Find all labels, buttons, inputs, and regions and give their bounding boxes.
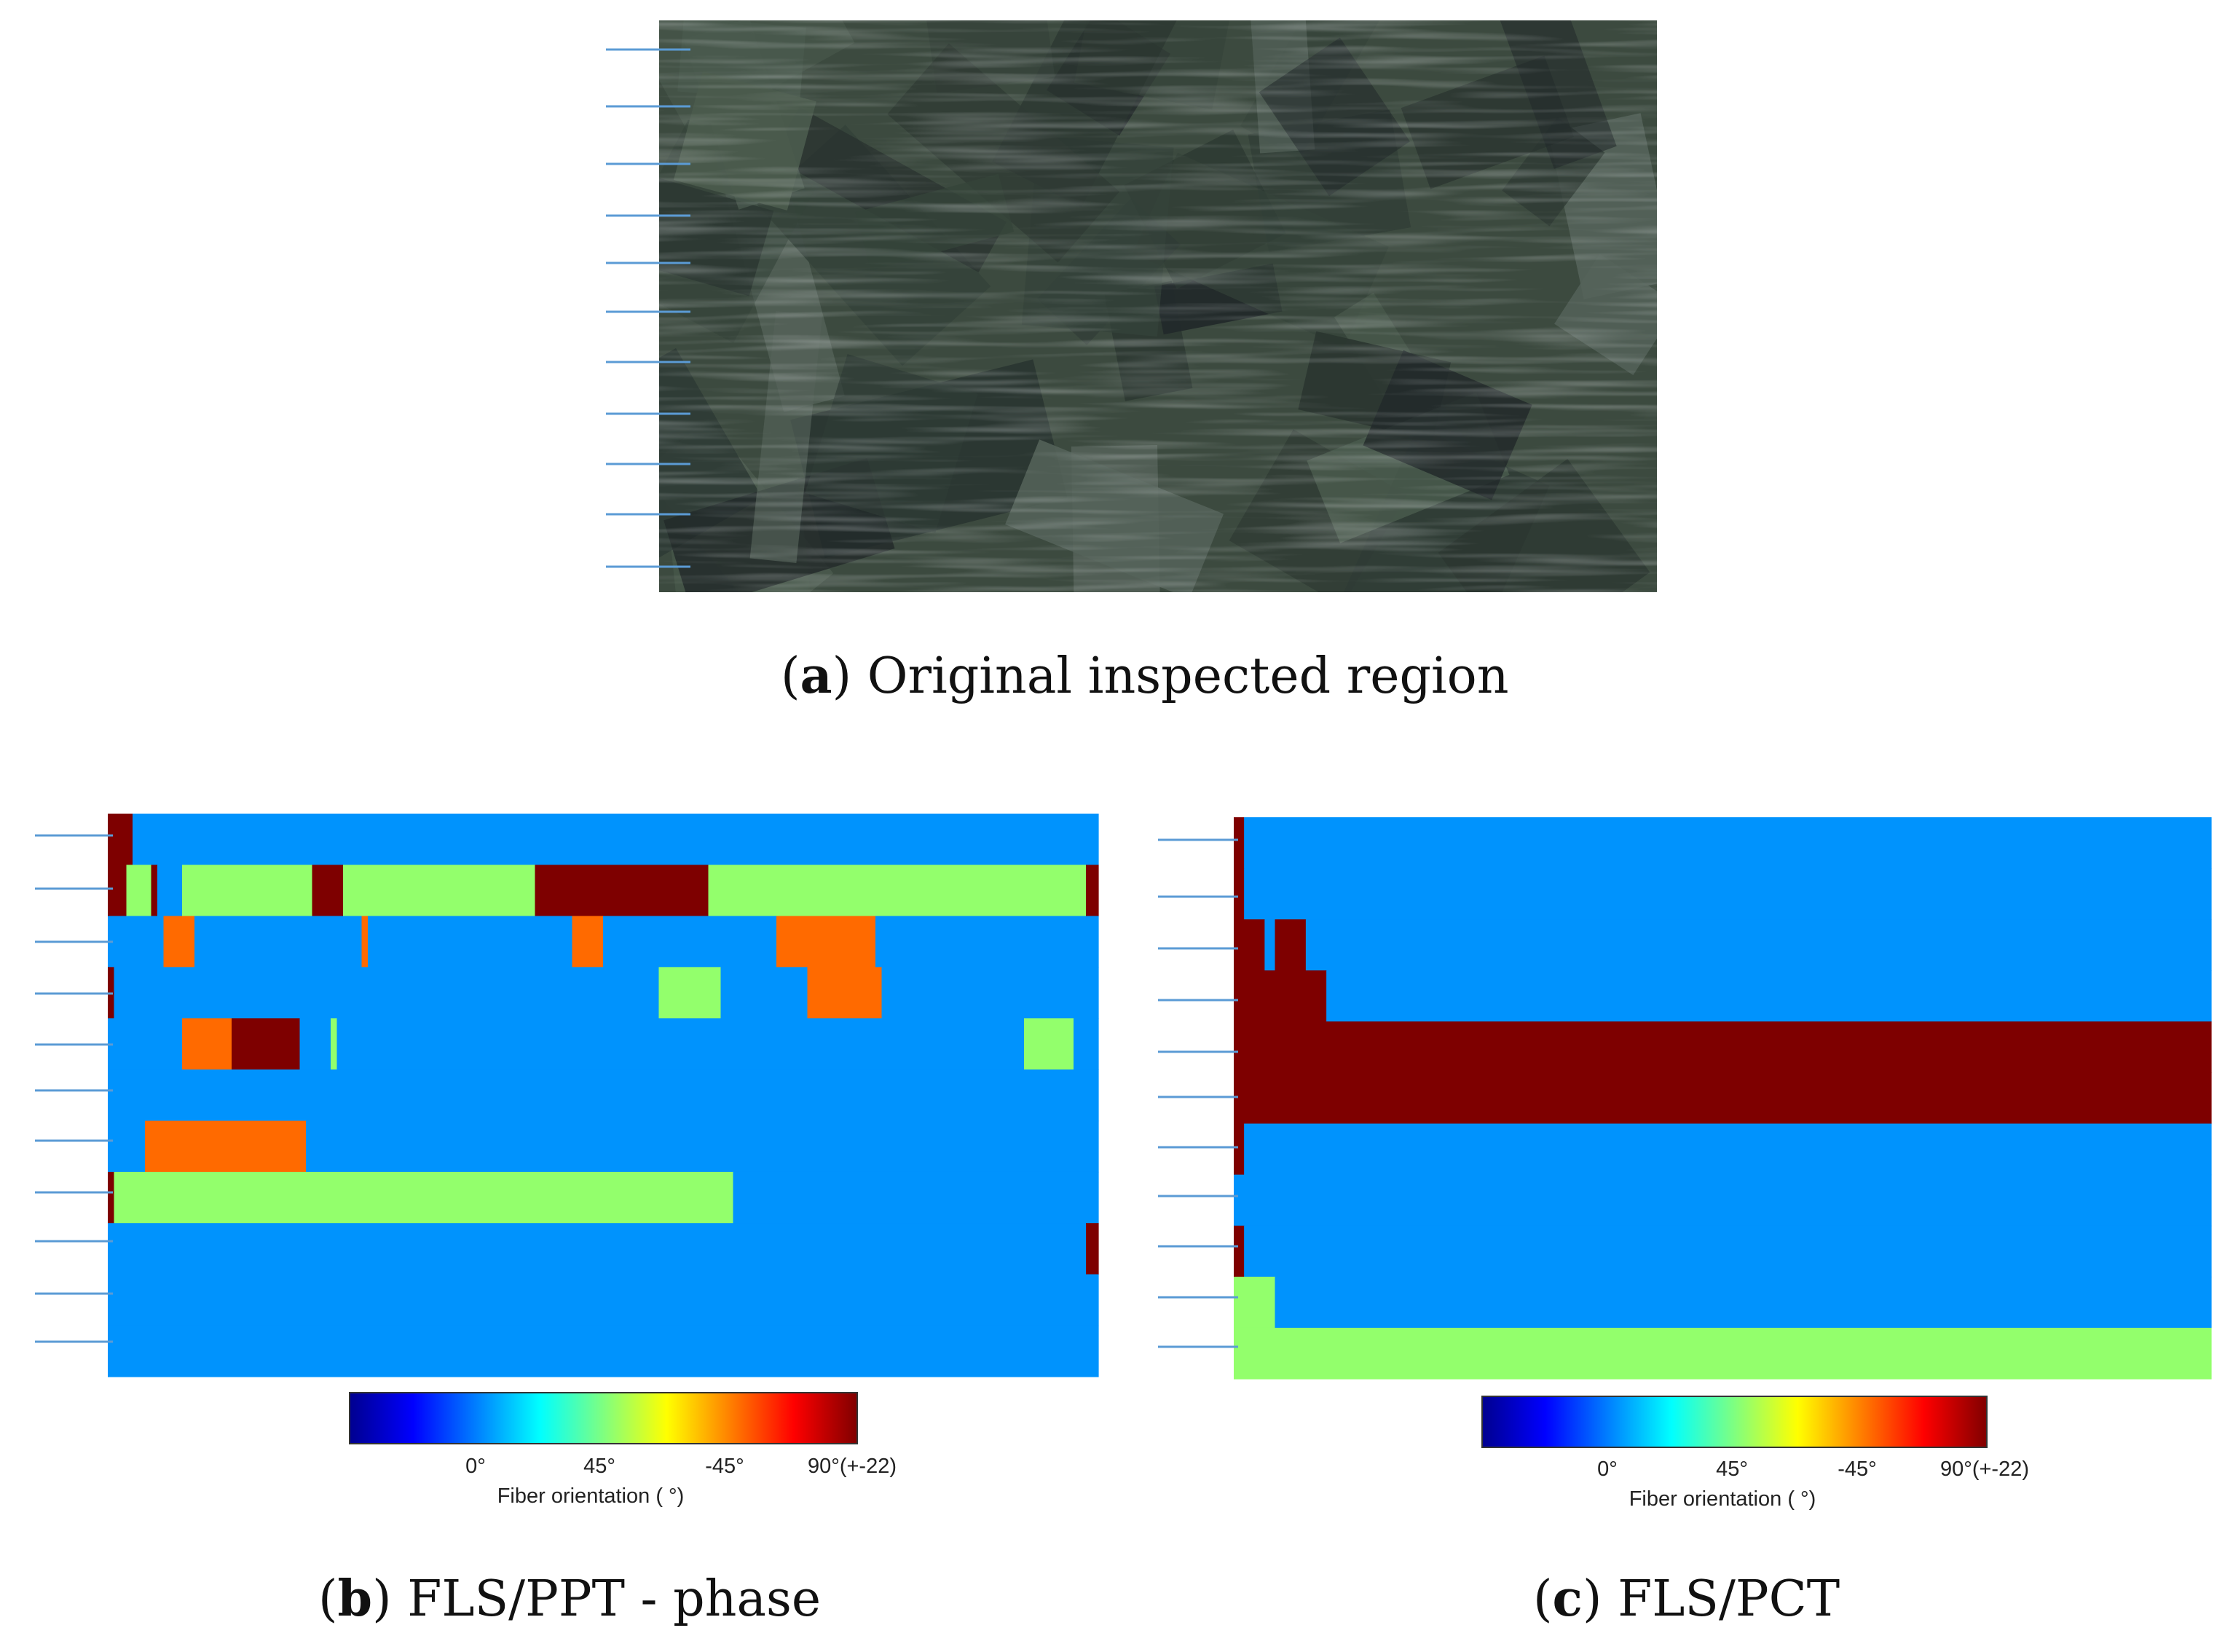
heatmap-b-cell [108, 1069, 1099, 1122]
heatmap-fls-pct [1234, 817, 2212, 1380]
heatmap-b-cell [108, 916, 165, 968]
colorbar-tick-90-c: 90°(+-22) [1940, 1458, 2029, 1481]
heatmap-b-cell [776, 916, 876, 968]
colorbar-b: 0° 45° -45° 90°(+-22) Fiber orientation … [349, 1392, 897, 1508]
heatmap-b-cell [1024, 1018, 1074, 1070]
heatmap-b-cell [151, 865, 158, 917]
heatmap-b-cell [336, 1018, 1025, 1070]
heatmap-b-cell [182, 865, 313, 917]
caption-letter-c: c [1552, 1570, 1583, 1628]
caption-text-c: FLS/PCT [1618, 1570, 1840, 1628]
heatmap-c-cell [1234, 919, 1265, 971]
heatmap-c-cell [1234, 1276, 1276, 1329]
heatmap-c-cell [1264, 919, 1276, 971]
heatmap-b-cell [108, 865, 127, 917]
heatmap-c-cell [1275, 919, 1307, 971]
heatmap-c-cell [1275, 1276, 2212, 1329]
heatmap-c-cell [1234, 970, 1327, 1022]
heatmap-b-cell [733, 1171, 1099, 1224]
heatmap-c-cell [1326, 970, 2212, 1022]
heatmap-b-cell [658, 967, 722, 1019]
heatmap-b-cell [108, 1223, 1087, 1275]
heatmap-c-cell [1234, 1021, 2212, 1074]
heatmap-b-cell [331, 1018, 338, 1070]
heatmap-b-cell [368, 916, 573, 968]
heatmap-b-cell [126, 865, 152, 917]
heatmap-c-cell [1234, 1174, 2212, 1227]
heatmap-b-cell [133, 814, 1099, 865]
heatmap-b-cell [114, 967, 660, 1019]
heatmap-b-cell [163, 916, 195, 968]
heatmap-c-cell [1234, 817, 1245, 869]
heatmap-c-cell [1244, 1225, 2212, 1278]
heatmap-c-cell [1244, 817, 2212, 869]
heatmap-b-cell [157, 865, 183, 917]
heatmap-b-cell [306, 1120, 1099, 1173]
heatmap-b-cell [108, 1018, 183, 1070]
heatmap-c-cell [1234, 1327, 2212, 1380]
heatmap-b-cell [194, 916, 363, 968]
inspected-region-photo [659, 20, 1657, 592]
heatmap-b-cell [232, 1018, 301, 1070]
heatmap-b-cell [807, 967, 883, 1019]
heatmap-c-cell [1234, 1123, 1245, 1176]
heatmap-b-cell [708, 865, 1087, 917]
heatmap-b-cell [881, 967, 1099, 1019]
heatmap-b-cell [299, 1018, 331, 1070]
heatmap-b-cell [108, 814, 133, 865]
heatmap-b-cell [108, 1120, 146, 1173]
heatmap-c-cell [1234, 1225, 1245, 1278]
heatmap-fls-ppt-phase [108, 814, 1099, 1377]
guide-lines-c [1158, 838, 1238, 1348]
heatmap-c-cell [1305, 919, 2212, 971]
heatmap-b-cell [343, 865, 536, 917]
heatmap-c-cell [1234, 868, 1245, 920]
heatmap-b-cell [108, 1171, 115, 1224]
colorbar-gradient-c [1481, 1396, 1988, 1448]
heatmap-c-cell [1244, 1123, 2212, 1176]
heatmap-b-cell [1086, 865, 1099, 917]
colorbar-tick-45-b: 45° [583, 1455, 615, 1478]
caption-letter-b: b [337, 1570, 373, 1628]
heatmap-b-cell [875, 916, 1099, 968]
heatmap-c-cell [1244, 868, 2212, 920]
caption-b: (b) FLS/PPT - phase [318, 1570, 822, 1628]
colorbar-label-c: Fiber orientation ( °) [1629, 1487, 1816, 1511]
caption-c: (c) FLS/PCT [1533, 1570, 1840, 1628]
heatmap-b-cell [603, 916, 777, 968]
heatmap-b-cell [114, 1171, 734, 1224]
heatmap-b-cell [108, 1274, 1099, 1326]
heatmap-b-cell [182, 1018, 232, 1070]
caption-letter-a: a [800, 647, 832, 705]
heatmap-b-cell [572, 916, 604, 968]
heatmap-b-cell [535, 865, 709, 917]
colorbar-tick-0-b: 0° [465, 1455, 486, 1478]
heatmap-b-cell [1086, 1223, 1099, 1275]
caption-text-b: FLS/PPT - phase [407, 1570, 822, 1628]
heatmap-b-cell [312, 865, 344, 917]
caption-a: (a) Original inspected region [781, 647, 1509, 705]
guide-lines-b [35, 834, 113, 1343]
heatmap-b-cell [720, 967, 808, 1019]
heatmap-b-cell [108, 1325, 1099, 1377]
heatmap-b-cell [361, 916, 369, 968]
colorbar-tick-neg45-b: -45° [705, 1455, 744, 1478]
colorbar-tick-neg45-c: -45° [1838, 1458, 1877, 1481]
colorbar-label-b: Fiber orientation ( °) [497, 1484, 685, 1508]
caption-text-a: Original inspected region [867, 648, 1509, 705]
colorbar-tick-90-b: 90°(+-22) [808, 1455, 897, 1478]
heatmap-b-cell [145, 1120, 307, 1173]
heatmap-b-cell [1074, 1018, 1099, 1070]
colorbar-tick-45-c: 45° [1716, 1458, 1748, 1481]
colorbar-tick-0-c: 0° [1597, 1458, 1618, 1481]
colorbar-c: 0° 45° -45° 90°(+-22) Fiber orientation … [1481, 1396, 2029, 1511]
colorbar-gradient-b [349, 1392, 858, 1444]
guide-lines-a [606, 48, 690, 568]
heatmap-c-cell [1234, 1072, 2212, 1125]
